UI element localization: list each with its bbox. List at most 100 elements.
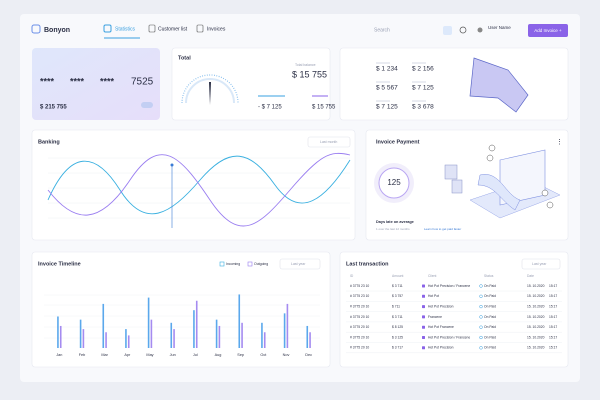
client-icon (422, 336, 425, 339)
banking-line (47, 155, 351, 215)
cell: # 3775 20 10 (350, 346, 369, 350)
cursor-dot (170, 163, 174, 167)
cell: Hot Pot Francene (428, 325, 454, 329)
cell: Francene (428, 315, 442, 319)
x-tick-label: Mar (101, 353, 108, 357)
cell: $ 8 125 (392, 325, 403, 329)
cell: 15:17 (549, 346, 557, 350)
filter-label[interactable]: Last month (320, 140, 337, 144)
bar (263, 332, 266, 348)
user-name[interactable]: User Name (488, 25, 511, 30)
bar (173, 329, 175, 348)
bar (309, 332, 311, 348)
cell: 15. 10.2020 (527, 294, 545, 298)
cell: 15:17 (549, 335, 557, 339)
client-icon (422, 325, 425, 329)
notify-button[interactable] (443, 26, 452, 35)
menu[interactable]: ⋮ (556, 139, 563, 146)
client-icon (422, 346, 425, 350)
x-tick-label: May (146, 353, 153, 357)
cell: On Paid (484, 346, 496, 350)
column-header: Amount (392, 274, 403, 278)
gauge-track (185, 78, 235, 104)
cell: 15:17 (549, 304, 557, 308)
card-title: Invoice Payment (376, 139, 420, 145)
card-title: Banking (38, 139, 60, 145)
status-icon (479, 284, 483, 288)
nav-icon (103, 24, 112, 33)
nav-item[interactable]: Customer list (158, 26, 188, 32)
credit-card (32, 48, 160, 120)
x-tick-label: Jul (193, 353, 198, 357)
x-tick-label: Oct (260, 353, 267, 357)
status-icon (479, 346, 483, 350)
column-header: Status (484, 274, 494, 278)
legend-label: Outgoing (254, 262, 268, 266)
cell: # 3775 20 10 (350, 335, 369, 339)
nav-item[interactable]: Invoices (207, 26, 226, 32)
cell: Hot Pot Precision / Francene (428, 284, 470, 288)
bar (195, 300, 198, 348)
status-icon (479, 315, 483, 319)
bar (102, 303, 105, 348)
refresh-icon[interactable] (459, 26, 467, 34)
x-tick-label: Apr (124, 353, 131, 357)
bar (57, 316, 59, 348)
filter-label[interactable]: Last year (291, 262, 306, 266)
cell: # 3775 20 10 (350, 325, 369, 329)
card-title: Last transaction (346, 261, 389, 267)
cell: 15. 10.2020 (527, 315, 545, 319)
cell: On Paid (484, 304, 496, 308)
button-label[interactable]: Add Invoice + (534, 28, 562, 33)
caption: Days late on average (376, 220, 414, 224)
logo: Bonyon (44, 27, 70, 34)
card-digits: **** (100, 76, 115, 86)
add-invoice-button[interactable] (528, 24, 568, 37)
bar (82, 329, 85, 348)
x-tick-label: Sep (237, 353, 244, 357)
nav-icon (148, 24, 156, 33)
status-icon (479, 335, 483, 340)
filter-label[interactable]: Last year (532, 262, 547, 266)
cell: 15:17 (549, 325, 557, 329)
nav-item[interactable]: Statistics (115, 26, 136, 32)
x-tick-label: Dec (305, 353, 312, 357)
filter[interactable] (521, 258, 561, 270)
x-tick-label: Nov (283, 353, 290, 357)
bar (218, 325, 221, 348)
card-title: Invoice Timeline (38, 261, 81, 267)
legend-label: Incoming (226, 262, 240, 266)
stat-value: $ 5 567 (376, 85, 398, 92)
filter[interactable] (307, 136, 351, 148)
x-tick-label: Jun (170, 353, 176, 357)
bar (283, 313, 286, 348)
radar-shape (469, 57, 529, 113)
cell: On Paid (484, 315, 496, 319)
filter[interactable] (279, 258, 321, 270)
x-tick-label: Aug (215, 353, 222, 357)
card-digits: **** (40, 76, 55, 86)
cell: # 3775 20 10 (350, 304, 369, 308)
cell: $ 711 (392, 304, 400, 308)
transactions-card (339, 251, 569, 368)
link[interactable]: Learn how to get paid faster (424, 227, 461, 231)
bar (79, 319, 82, 348)
bar (125, 329, 127, 348)
search[interactable]: Search (374, 27, 390, 33)
client-icon (422, 305, 425, 309)
cell: $ 3 717 (392, 346, 403, 350)
ring (378, 167, 410, 199)
bar (170, 322, 173, 348)
amount: - $ 7 125 (258, 105, 282, 111)
x-tick-label: Jan (56, 353, 62, 357)
bar (193, 310, 195, 348)
card-balance: $ 215 755 (40, 105, 67, 111)
cell: $ 3 757 (392, 294, 403, 298)
cell: $ 3 711 (392, 315, 403, 319)
total-amount: $ 15 755 (292, 69, 327, 79)
bar (306, 325, 309, 348)
status-icon (479, 304, 483, 309)
label: Total balance (295, 63, 316, 67)
bar (59, 325, 62, 348)
